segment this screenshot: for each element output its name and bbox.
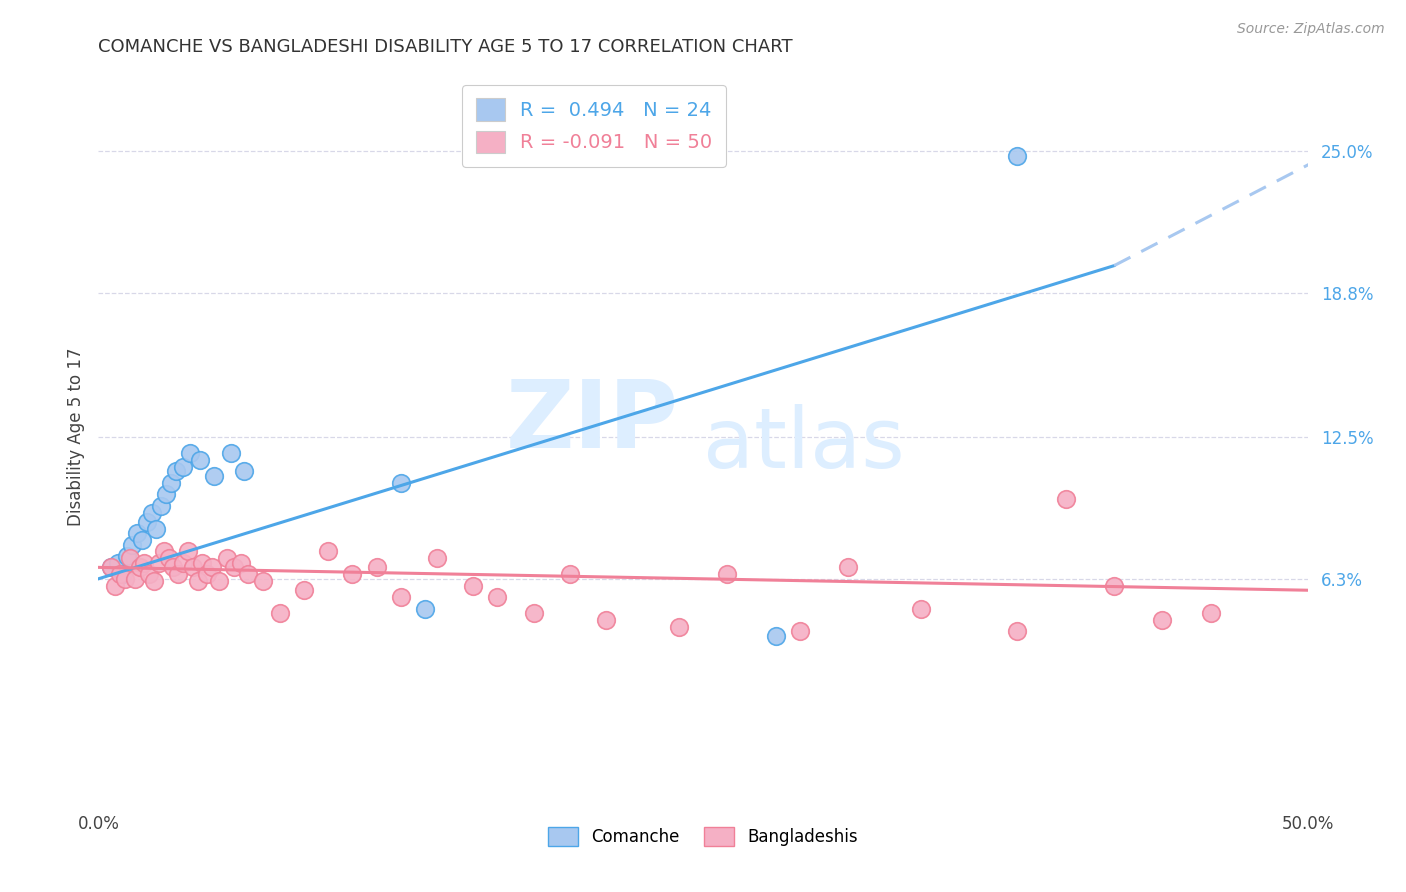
Point: [1054, 491, 1077, 506]
Point: [668, 620, 690, 634]
Point: [141, 506, 163, 520]
Point: [145, 521, 167, 535]
Point: [232, 464, 254, 478]
Point: [118, 551, 141, 566]
Point: [292, 583, 315, 598]
Point: [765, 629, 787, 643]
Point: [167, 567, 190, 582]
Point: [229, 556, 252, 570]
Point: [121, 537, 143, 551]
Point: [160, 475, 183, 490]
Point: [117, 549, 139, 563]
Point: [1007, 149, 1029, 163]
Point: [389, 590, 412, 604]
Point: [162, 560, 184, 574]
Point: [238, 567, 260, 582]
Point: [269, 606, 291, 620]
Point: [215, 551, 238, 566]
Point: [1152, 613, 1174, 627]
Point: [188, 453, 211, 467]
Point: [155, 487, 177, 501]
Point: [789, 624, 811, 639]
Point: [252, 574, 274, 588]
Point: [100, 560, 122, 574]
Y-axis label: Disability Age 5 to 17: Disability Age 5 to 17: [66, 348, 84, 526]
Point: [558, 567, 581, 582]
Point: [148, 556, 170, 570]
Point: [181, 560, 204, 574]
Point: [316, 544, 339, 558]
Point: [204, 469, 226, 483]
Point: [131, 533, 153, 547]
Point: [523, 606, 546, 620]
Point: [108, 567, 131, 582]
Legend: Comanche, Bangladeshis: Comanche, Bangladeshis: [541, 821, 865, 853]
Point: [716, 567, 738, 582]
Point: [201, 560, 224, 574]
Point: [837, 560, 859, 574]
Point: [187, 574, 209, 588]
Point: [463, 579, 485, 593]
Point: [191, 556, 214, 570]
Point: [486, 590, 509, 604]
Point: [152, 544, 174, 558]
Point: [143, 574, 166, 588]
Point: [134, 556, 156, 570]
Point: [124, 572, 146, 586]
Text: atlas: atlas: [703, 404, 904, 485]
Point: [222, 560, 245, 574]
Point: [135, 515, 157, 529]
Point: [128, 560, 150, 574]
Point: [595, 613, 617, 627]
Text: COMANCHE VS BANGLADESHI DISABILITY AGE 5 TO 17 CORRELATION CHART: COMANCHE VS BANGLADESHI DISABILITY AGE 5…: [98, 38, 793, 56]
Point: [150, 499, 173, 513]
Point: [172, 556, 194, 570]
Point: [100, 560, 122, 574]
Point: [107, 556, 129, 570]
Point: [1007, 624, 1029, 639]
Point: [208, 574, 231, 588]
Point: [104, 579, 127, 593]
Point: [1102, 579, 1125, 593]
Point: [138, 567, 160, 582]
Point: [342, 567, 364, 582]
Point: [426, 551, 449, 566]
Point: [195, 567, 218, 582]
Point: [910, 601, 932, 615]
Text: ZIP: ZIP: [506, 376, 679, 468]
Point: [165, 464, 187, 478]
Point: [111, 567, 134, 582]
Point: [221, 446, 243, 460]
Point: [127, 526, 149, 541]
Text: Source: ZipAtlas.com: Source: ZipAtlas.com: [1237, 22, 1385, 37]
Point: [413, 601, 436, 615]
Point: [1199, 606, 1222, 620]
Point: [179, 446, 201, 460]
Point: [366, 560, 388, 574]
Point: [172, 459, 194, 474]
Point: [114, 572, 136, 586]
Point: [157, 551, 180, 566]
Point: [177, 544, 200, 558]
Point: [389, 475, 412, 490]
